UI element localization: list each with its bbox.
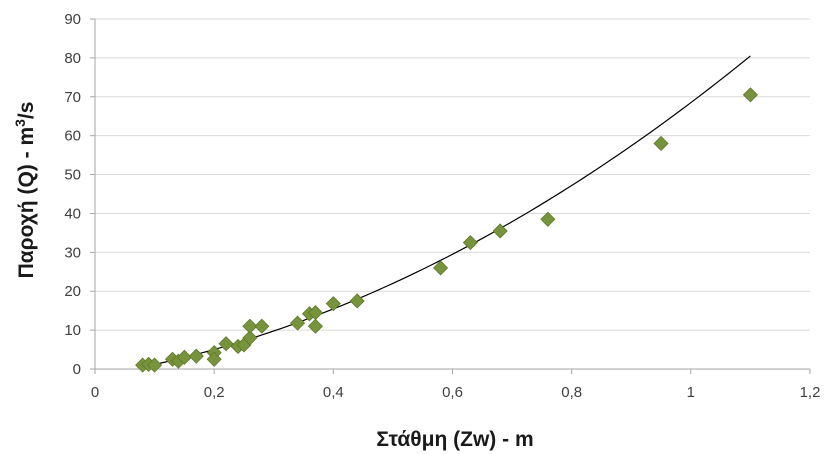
y-axis-title-superscript: 3 — [12, 119, 28, 127]
data-point — [290, 315, 306, 331]
data-point — [462, 235, 478, 251]
data-point — [218, 336, 234, 352]
y-tick-label: 0 — [73, 361, 81, 378]
x-tick-label: 0,4 — [323, 384, 344, 401]
x-axis-title: Στάθμη (Zw) - m — [376, 428, 533, 451]
y-tick-label: 40 — [64, 205, 81, 222]
y-tick-label: 50 — [64, 167, 81, 184]
data-point — [147, 357, 163, 373]
y-axis-title: Παροχή (Q) - m3/s — [12, 102, 38, 279]
y-tick-label: 30 — [64, 244, 81, 261]
data-point — [188, 348, 204, 364]
y-tick-label: 60 — [64, 128, 81, 145]
data-point — [176, 349, 192, 365]
x-tick-label: 1,2 — [800, 384, 821, 401]
x-tick-label: 0 — [91, 384, 99, 401]
trendline — [142, 55, 751, 368]
y-tick-label: 80 — [64, 50, 81, 67]
gridlines — [95, 18, 810, 331]
data-point — [254, 318, 270, 334]
x-tick-labels: 0 0,2 0,4 0,6 0,8 1 1,2 — [91, 384, 821, 401]
x-tick-label: 0,2 — [204, 384, 225, 401]
data-point — [242, 318, 258, 334]
y-axis-title-suffix: /s — [15, 102, 38, 120]
axes — [90, 18, 811, 374]
y-axis-title-main: Παροχή (Q) - m — [15, 127, 38, 279]
data-point — [307, 318, 324, 334]
x-tick-label: 0,8 — [561, 384, 582, 401]
data-point — [349, 293, 365, 309]
data-point — [242, 330, 258, 346]
data-point — [206, 351, 222, 367]
x-tick-label: 0,6 — [442, 384, 463, 401]
data-point — [433, 260, 449, 276]
y-tick-label: 90 — [64, 11, 81, 28]
data-point — [742, 87, 758, 103]
data-points — [135, 87, 758, 373]
x-tick-label: 1 — [687, 384, 695, 401]
data-point — [653, 135, 669, 152]
y-tick-labels: 0 10 20 30 40 50 60 70 80 90 — [64, 11, 81, 378]
y-tick-label: 70 — [64, 89, 81, 106]
data-point — [492, 223, 508, 239]
y-tick-label: 10 — [64, 322, 81, 339]
data-point — [325, 296, 341, 312]
y-tick-label: 20 — [64, 283, 81, 300]
data-point — [540, 211, 556, 227]
